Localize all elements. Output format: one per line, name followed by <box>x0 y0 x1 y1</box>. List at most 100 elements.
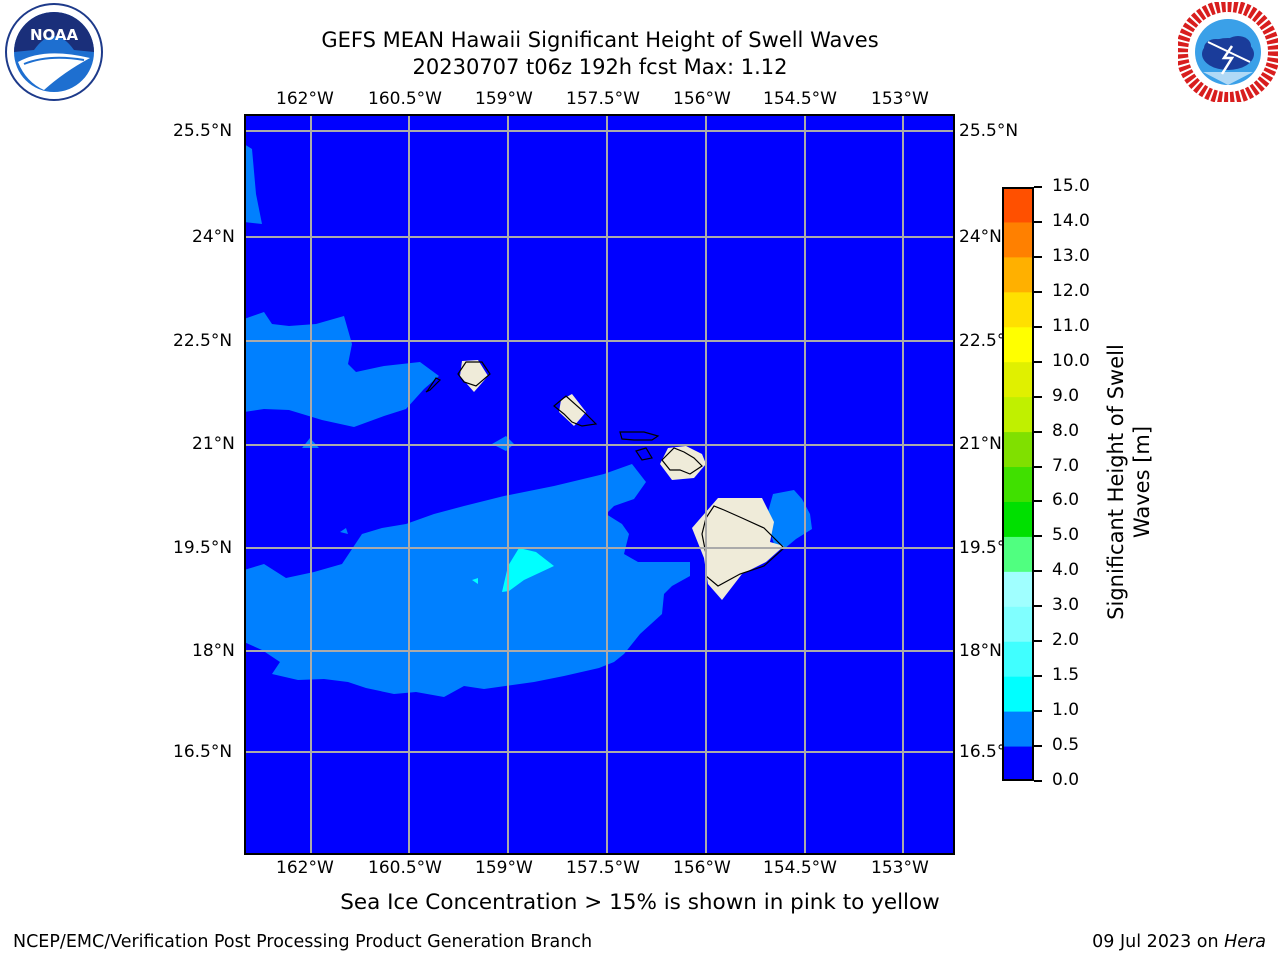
colorbar-segment <box>1002 711 1034 747</box>
colorbar-tick-label: 3.0 <box>1052 595 1080 616</box>
colorbar-tick-label: 6.0 <box>1052 490 1080 511</box>
lat-label-right: 25.5°N <box>959 121 1019 141</box>
colorbar-tick-mark <box>1034 290 1042 293</box>
colorbar-tick-label: 0.0 <box>1052 770 1080 790</box>
chart-subtitle: 20230707 t06z 192h fcst Max: 1.12 <box>412 55 788 79</box>
colorbar-segments <box>1002 187 1034 781</box>
colorbar-segment <box>1002 256 1034 293</box>
lat-label-left: 18°N <box>192 641 235 661</box>
swell-height-map <box>244 114 955 855</box>
colorbar-tick-label: 1.0 <box>1052 700 1080 721</box>
colorbar-tick-label: 10.0 <box>1052 350 1090 371</box>
colorbar-tick-label: 9.0 <box>1052 385 1080 406</box>
nws-logo <box>1178 2 1278 102</box>
colorbar-tick-mark <box>1034 535 1042 538</box>
colorbar-tick-label: 2.0 <box>1052 630 1080 651</box>
colorbar-segment <box>1002 431 1034 468</box>
lat-label-left: 22.5°N <box>173 331 233 351</box>
lat-label-right: 21°N <box>959 434 1002 454</box>
colorbar <box>1002 187 1034 781</box>
lat-label-left: 19.5°N <box>173 538 233 558</box>
colorbar-tick-label: 8.0 <box>1052 420 1080 441</box>
island-maui <box>660 446 706 480</box>
lon-label-top: 162°W <box>276 89 334 109</box>
lon-label-top: 153°W <box>871 89 929 109</box>
island-kauai <box>457 360 491 392</box>
colorbar-tick-mark <box>1034 220 1042 223</box>
colorbar-tick-label: 14.0 <box>1052 210 1090 231</box>
credit-text: NCEP/EMC/Verification Post Processing Pr… <box>13 932 593 952</box>
colorbar-tick-mark <box>1034 395 1042 398</box>
lon-label-bottom: 154.5°W <box>763 858 837 878</box>
colorbar-tick-label: 11.0 <box>1052 315 1090 336</box>
map-graticule <box>244 114 955 855</box>
colorbar-segment <box>1002 291 1034 328</box>
colorbar-label-line2: Waves [m] <box>1130 425 1154 539</box>
colorbar-segment <box>1002 606 1034 642</box>
colorbar-tick-mark <box>1034 675 1042 678</box>
lon-label-top: 157.5°W <box>566 89 640 109</box>
colorbar-tick-mark <box>1034 745 1042 748</box>
chart-title: GEFS MEAN Hawaii Significant Height of S… <box>321 28 879 52</box>
colorbar-segment <box>1002 326 1034 363</box>
colorbar-tick-mark <box>1034 430 1042 433</box>
colorbar-segment <box>1002 466 1034 502</box>
colorbar-tick-mark <box>1034 360 1042 363</box>
lon-label-bottom: 156°W <box>673 858 731 878</box>
lon-label-top: 160.5°W <box>368 89 442 109</box>
colorbar-tick-label: 0.5 <box>1052 735 1080 756</box>
machine-name: Hera <box>1224 932 1266 952</box>
lat-label-left: 24°N <box>192 227 235 247</box>
colorbar-label-line1: Significant Height of Swell <box>1104 344 1128 620</box>
island-lanai <box>635 447 653 461</box>
colorbar-tick-label: 13.0 <box>1052 245 1090 266</box>
colorbar-segment <box>1002 221 1034 258</box>
colorbar-tick-mark <box>1034 710 1042 713</box>
lat-label-left: 21°N <box>192 434 235 454</box>
colorbar-tick-mark <box>1034 465 1042 468</box>
colorbar-tick-label: 5.0 <box>1052 525 1080 546</box>
island-niihau <box>425 377 442 393</box>
colorbar-label: Significant Height of Swell Waves [m] <box>1103 327 1155 637</box>
noaa-logo: NOAA <box>5 3 103 101</box>
sea-ice-note-wrap: Sea Ice Concentration > 15% is shown in … <box>0 890 1280 915</box>
lon-label-bottom: 160.5°W <box>368 858 442 878</box>
lon-label-bottom: 157.5°W <box>566 858 640 878</box>
colorbar-tick-label: 15.0 <box>1052 176 1090 196</box>
colorbar-segment <box>1002 361 1034 398</box>
island-oahu <box>553 394 598 427</box>
lon-label-bottom: 159°W <box>475 858 533 878</box>
date-text: 09 Jul 2023 on <box>1092 932 1225 952</box>
lon-label-bottom: 162°W <box>276 858 334 878</box>
swell-band-1-0-to-1-5 <box>472 548 554 592</box>
colorbar-segment <box>1002 536 1034 572</box>
island-molokai <box>619 431 660 441</box>
map-frame <box>244 114 955 855</box>
colorbar-segment <box>1002 676 1034 712</box>
colorbar-tick-mark <box>1034 780 1042 782</box>
noaa-logo-text: NOAA <box>30 26 79 44</box>
colorbar-segment <box>1002 396 1034 433</box>
sea-ice-note: Sea Ice Concentration > 15% is shown in … <box>340 890 940 915</box>
colorbar-tick-mark <box>1034 255 1042 258</box>
colorbar-tick-label: 12.0 <box>1052 280 1090 301</box>
colorbar-segment <box>1002 571 1034 607</box>
colorbar-tick-mark <box>1034 640 1042 643</box>
colorbar-tick-mark <box>1034 500 1042 503</box>
colorbar-tick-label: 7.0 <box>1052 455 1080 476</box>
colorbar-segment <box>1002 187 1034 223</box>
colorbar-tick-mark <box>1034 186 1042 188</box>
colorbar-tick-mark <box>1034 325 1042 328</box>
colorbar-segment <box>1002 746 1034 781</box>
colorbar-tick-mark <box>1034 605 1042 608</box>
colorbar-tick-label: 4.0 <box>1052 560 1080 581</box>
colorbar-tick-mark <box>1034 570 1042 573</box>
lon-label-top: 156°W <box>673 89 731 109</box>
lon-label-top: 154.5°W <box>763 89 837 109</box>
lat-label-left: 25.5°N <box>173 121 233 141</box>
colorbar-segment <box>1002 501 1034 537</box>
colorbar-frame <box>1002 187 1034 781</box>
date-stamp: 09 Jul 2023 on Hera <box>1092 932 1266 952</box>
lon-label-bottom: 153°W <box>871 858 929 878</box>
lat-label-right: 24°N <box>959 227 1002 247</box>
